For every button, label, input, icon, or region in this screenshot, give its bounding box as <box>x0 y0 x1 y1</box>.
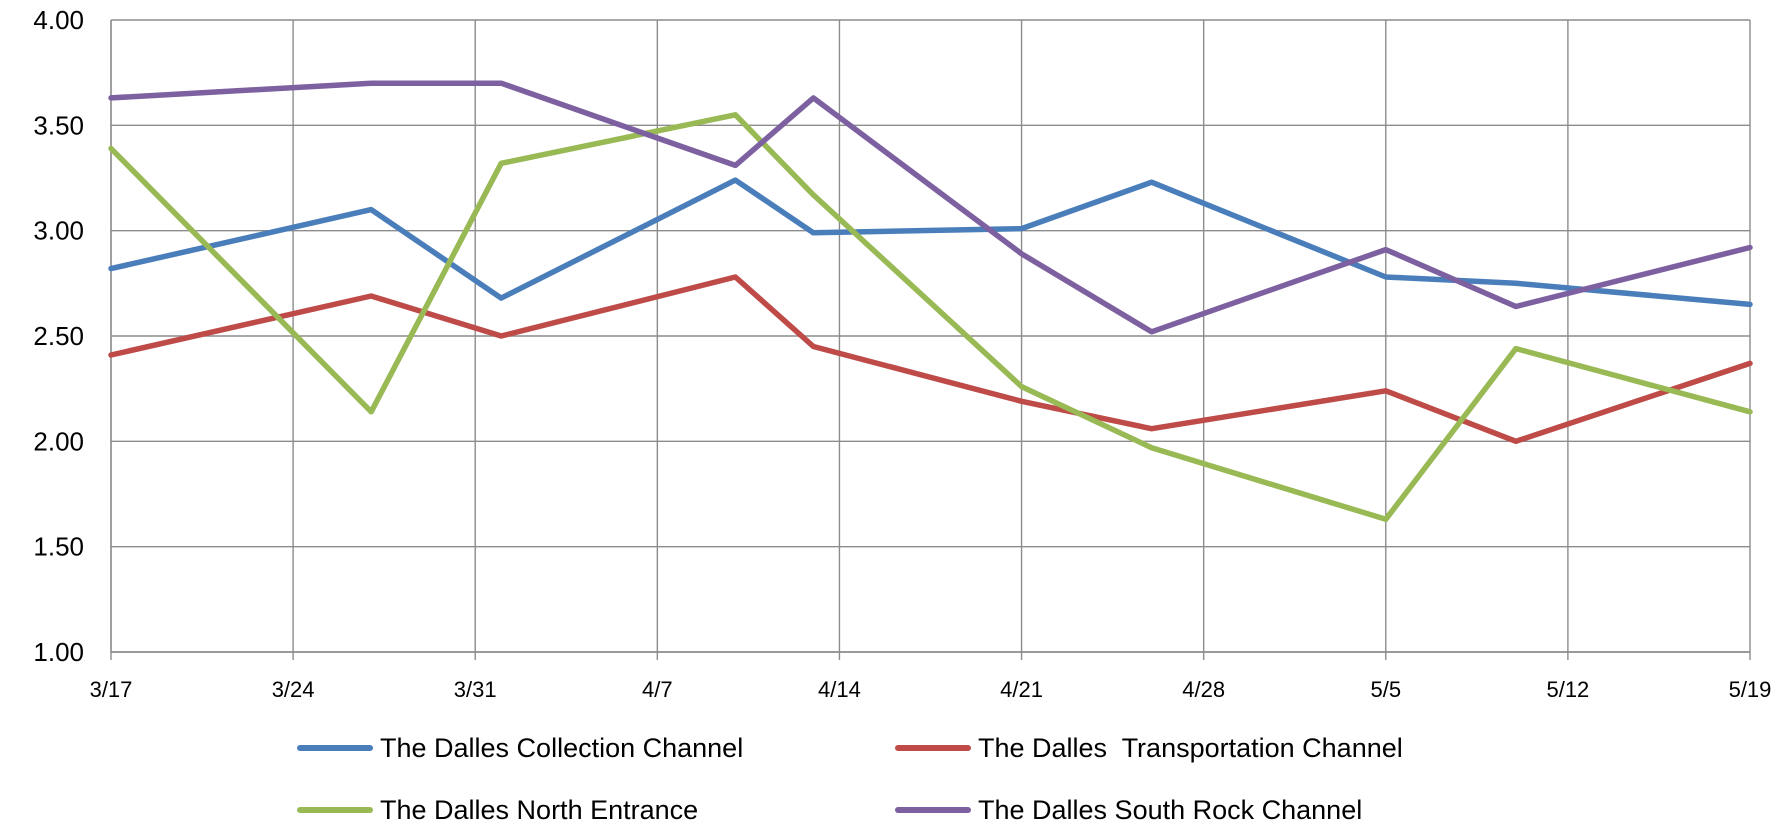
series-line-4 <box>108 80 1753 335</box>
y-tick-label: 2.50 <box>33 321 84 351</box>
series-line-1 <box>108 177 1753 308</box>
legend-label-3: The Dalles North Entrance <box>380 795 698 825</box>
legend-label-4: The Dalles South Rock Channel <box>978 795 1362 825</box>
x-tick-label: 4/14 <box>818 677 861 702</box>
x-tick-label: 4/7 <box>642 677 673 702</box>
x-tick-label: 3/24 <box>272 677 315 702</box>
x-tick-label: 4/28 <box>1182 677 1225 702</box>
x-tick-label: 5/5 <box>1370 677 1401 702</box>
y-tick-label: 2.00 <box>33 426 84 456</box>
x-tick-label: 4/21 <box>1000 677 1043 702</box>
y-tick-label: 3.00 <box>33 216 84 246</box>
x-tick-label: 3/31 <box>454 677 497 702</box>
x-tick-label: 5/19 <box>1729 677 1772 702</box>
legend-label-2: The Dalles Transportation Channel <box>978 733 1403 763</box>
y-tick-label: 4.00 <box>33 5 84 35</box>
legend: The Dalles Collection Channel The Dalles … <box>297 733 1403 825</box>
series-lines <box>108 80 1753 523</box>
series-line-3 <box>108 112 1753 523</box>
y-tick-label: 3.50 <box>33 110 84 140</box>
series-line-2 <box>108 274 1753 445</box>
legend-label-1: The Dalles Collection Channel <box>380 733 743 763</box>
x-axis-tick-labels: 3/17 3/24 3/31 4/7 4/14 4/21 4/28 5/5 5/12 5/19 <box>90 677 1772 702</box>
y-axis-tick-labels: 1.00 1.50 2.00 2.50 3.00 3.50 4.00 <box>33 5 84 667</box>
y-tick-label: 1.50 <box>33 532 84 562</box>
y-tick-label: 1.00 <box>33 637 84 667</box>
gridlines <box>110 19 1751 660</box>
x-tick-label: 5/12 <box>1546 677 1589 702</box>
x-tick-label: 3/17 <box>90 677 133 702</box>
